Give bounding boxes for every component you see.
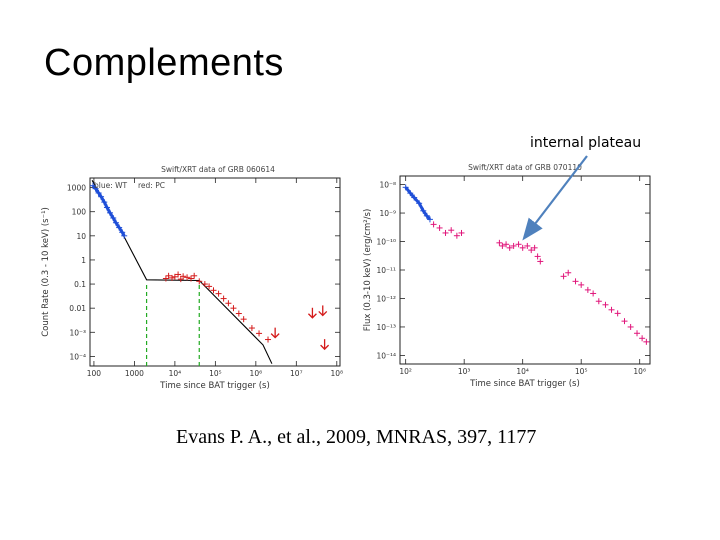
x-tick-label: 10⁵ xyxy=(575,367,588,376)
x-tick-label: 10⁴ xyxy=(169,369,182,378)
upper-limit-arrow xyxy=(307,313,317,319)
y-tick-label: 1000 xyxy=(67,184,86,193)
x-tick-label: 10² xyxy=(399,367,412,376)
upper-limit-arrow xyxy=(320,344,330,351)
y-tick-label: 0.01 xyxy=(69,304,86,313)
x-tick-label: 100 xyxy=(87,369,102,378)
y-tick-label: 0.1 xyxy=(74,280,86,289)
y-tick-label: 10⁻¹⁴ xyxy=(376,351,396,360)
x-tick-label: 10⁶ xyxy=(633,367,646,376)
series-line-wt xyxy=(91,184,126,237)
right-chart: 10² 10³ 10⁴ 10⁵ 10⁶ 10⁻⁸ 10⁻⁹ 10⁻¹⁰ 10⁻¹¹ 10⁻¹² 10… xyxy=(363,163,651,388)
citation-text: Evans P. A., et al., 2009, MNRAS, 397, 1… xyxy=(176,426,537,448)
x-tick-label: 10⁶ xyxy=(250,369,263,378)
y-tick-label: 10⁻³ xyxy=(69,328,86,337)
left-chart: 100 1000 10⁴ 10⁵ 10⁶ 10⁷ 10⁸ 1000 100 10 1 0.1 0.01 1… xyxy=(41,165,344,391)
slide-title: Complements xyxy=(44,42,284,84)
x-tick-label: 10⁴ xyxy=(516,367,529,376)
x-axis-label: Time since BAT trigger (s) xyxy=(159,381,270,391)
plot-frame xyxy=(89,177,341,367)
y-axis-label: Flux (0.3-10 keV) (erg/cm²/s) xyxy=(363,209,373,332)
y-tick-label: 10⁻⁴ xyxy=(69,352,86,361)
x-tick-label: 10⁷ xyxy=(290,369,303,378)
y-tick-label: 1 xyxy=(81,256,86,265)
y-tick-label: 10⁻⁹ xyxy=(379,209,396,218)
chart-title: Swift/XRT data of GRB 070110 xyxy=(468,163,582,172)
y-tick-label: 10⁻¹² xyxy=(376,294,396,303)
legend-pc: red: PC xyxy=(138,181,165,190)
legend-wt: blue: WT xyxy=(94,181,128,190)
y-tick-label: 10 xyxy=(76,232,86,241)
upper-limit-arrow xyxy=(318,310,328,317)
y-axis-label: Count Rate (0.3 - 10 keV) (s⁻¹) xyxy=(41,207,51,337)
x-tick-label: 10³ xyxy=(458,367,471,376)
plot-frame xyxy=(399,175,651,365)
y-tick-label: 10⁻⁸ xyxy=(379,181,396,190)
internal-plateau-annotation: internal plateau xyxy=(530,135,642,151)
x-tick-label: 10⁵ xyxy=(209,369,222,378)
y-tick-label: 10⁻¹¹ xyxy=(376,266,396,275)
y-tick-label: 10⁻¹⁰ xyxy=(376,238,396,247)
x-tick-label: 10⁸ xyxy=(331,369,344,378)
y-tick-label: 10⁻¹³ xyxy=(376,323,396,332)
y-tick-label: 100 xyxy=(72,208,87,217)
chart-title: Swift/XRT data of GRB 060614 xyxy=(161,165,275,174)
upper-limit-arrow xyxy=(270,333,280,339)
x-tick-label: 1000 xyxy=(125,369,144,378)
x-axis-label: Time since BAT trigger (s) xyxy=(469,379,580,388)
